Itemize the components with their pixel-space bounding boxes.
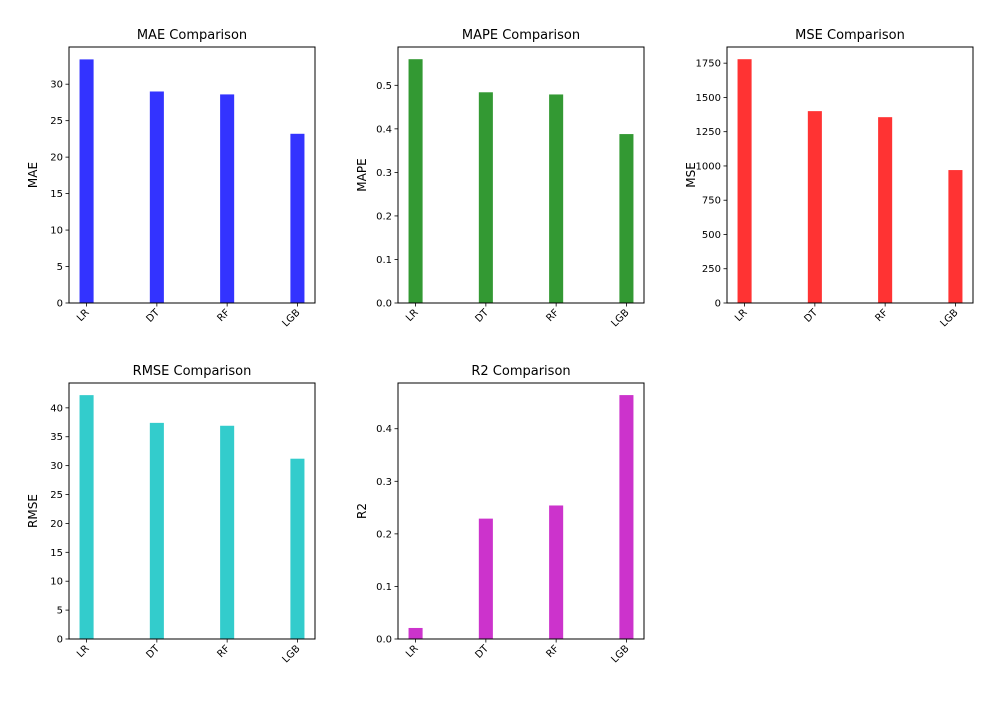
y-tick-label: 0.1 xyxy=(376,255,392,266)
y-tick-label: 20 xyxy=(50,519,63,530)
bar-lgb xyxy=(290,133,305,303)
y-tick-label: 35 xyxy=(50,432,63,443)
x-tick-label: LR xyxy=(404,643,421,660)
bar-dt xyxy=(149,422,164,639)
bar-lr xyxy=(79,59,94,303)
bar-lgb xyxy=(948,170,963,303)
x-tick-label: DT xyxy=(802,307,820,325)
y-axis-label: R2 xyxy=(355,503,369,519)
chart-title: R2 Comparison xyxy=(471,364,570,379)
x-tick-label: DT xyxy=(473,307,491,325)
bar-lgb xyxy=(619,134,634,303)
y-axis-label: MSE xyxy=(684,162,698,188)
y-tick-label: 1000 xyxy=(696,161,721,172)
y-tick-label: 5 xyxy=(57,606,63,617)
y-tick-label: 0.2 xyxy=(376,529,392,540)
bar-rf xyxy=(549,94,564,303)
bar-lgb xyxy=(290,458,305,639)
y-tick-label: 0 xyxy=(57,299,63,310)
bar-dt xyxy=(478,92,493,304)
y-tick-label: 0.0 xyxy=(376,635,392,646)
y-tick-label: 40 xyxy=(50,403,63,414)
bar-lgb xyxy=(619,395,634,639)
y-axis-label: RMSE xyxy=(26,494,40,528)
bar-dt xyxy=(478,518,493,639)
axes-frame xyxy=(397,382,645,640)
axes-frame xyxy=(68,46,316,304)
x-tick-label: LGB xyxy=(280,307,302,329)
x-tick-label: LGB xyxy=(938,307,960,329)
y-tick-label: 15 xyxy=(50,548,63,559)
bar-rf xyxy=(878,117,893,303)
y-tick-label: 30 xyxy=(50,80,63,91)
y-axis-label: MAE xyxy=(26,162,40,188)
y-tick-label: 0.0 xyxy=(376,299,392,310)
y-tick-label: 0.4 xyxy=(376,124,392,135)
y-tick-label: 0.5 xyxy=(376,81,392,92)
x-tick-label: RF xyxy=(545,643,562,660)
subplot-mae: 0 5 10 15 20 25 30 LR DT RF LGB MAE Comparison MAE xyxy=(26,28,316,329)
x-tick-label: LGB xyxy=(280,643,302,665)
y-tick-label: 30 xyxy=(50,461,63,472)
x-tick-label: LR xyxy=(404,307,421,324)
x-tick-label: LR xyxy=(733,307,750,324)
x-tick-label: LR xyxy=(75,643,92,660)
y-axis-label: MAPE xyxy=(355,158,369,191)
x-tick-label: LR xyxy=(75,307,92,324)
bar-dt xyxy=(149,91,164,304)
axes-frame xyxy=(726,46,974,304)
bar-rf xyxy=(220,425,235,639)
y-tick-label: 500 xyxy=(702,230,721,241)
subplot-r2: 0.0 0.1 0.2 0.3 0.4 LR DT RF LGB R2 Comparison R2 xyxy=(355,364,645,665)
y-tick-label: 0.3 xyxy=(376,477,392,488)
x-tick-label: RF xyxy=(874,307,891,324)
y-tick-label: 0.2 xyxy=(376,211,392,222)
chart-title: MSE Comparison xyxy=(795,28,905,43)
y-tick-label: 0 xyxy=(715,299,721,310)
y-tick-label: 0.1 xyxy=(376,582,392,593)
bar-rf xyxy=(549,505,564,639)
bar-lr xyxy=(737,59,752,303)
y-tick-label: 750 xyxy=(702,196,721,207)
y-tick-label: 5 xyxy=(57,262,63,273)
chart-title: MAE Comparison xyxy=(137,28,247,43)
bar-rf xyxy=(220,94,235,303)
chart-title: MAPE Comparison xyxy=(462,28,580,43)
chart-title: RMSE Comparison xyxy=(133,364,252,379)
bar-lr xyxy=(79,395,94,639)
bar-lr xyxy=(408,627,423,639)
y-tick-label: 25 xyxy=(50,490,63,501)
y-tick-label: 15 xyxy=(50,189,63,200)
x-tick-label: RF xyxy=(545,307,562,324)
bar-dt xyxy=(807,111,822,303)
subplot-mape: 0.0 0.1 0.2 0.3 0.4 0.5 LR DT RF LGB MAPE Comparis… xyxy=(355,28,645,329)
axes-frame xyxy=(397,46,645,304)
x-tick-label: LGB xyxy=(609,307,631,329)
y-tick-label: 10 xyxy=(50,226,63,237)
x-tick-label: RF xyxy=(216,307,233,324)
y-tick-label: 1250 xyxy=(696,127,721,138)
x-tick-label: LGB xyxy=(609,643,631,665)
y-tick-label: 0.4 xyxy=(376,424,392,435)
subplot-mse: 0 250 500 750 1000 1250 1500 1750 LR DT RF LGB MSE C… xyxy=(684,28,974,329)
x-tick-label: RF xyxy=(216,643,233,660)
bar-lr xyxy=(408,59,423,303)
subplot-rmse: 0 5 10 15 20 25 30 35 40 LR DT RF LGB RMSE Comparison… xyxy=(26,364,316,665)
y-tick-label: 10 xyxy=(50,577,63,588)
x-tick-label: DT xyxy=(473,643,491,661)
y-tick-label: 25 xyxy=(50,116,63,127)
x-tick-label: DT xyxy=(144,307,162,325)
y-tick-label: 1750 xyxy=(696,59,721,70)
y-tick-label: 0.3 xyxy=(376,168,392,179)
axes-frame xyxy=(68,382,316,640)
y-tick-label: 1500 xyxy=(696,93,721,104)
y-tick-label: 0 xyxy=(57,635,63,646)
x-tick-label: DT xyxy=(144,643,162,661)
y-tick-label: 250 xyxy=(702,264,721,275)
y-tick-label: 20 xyxy=(50,153,63,164)
